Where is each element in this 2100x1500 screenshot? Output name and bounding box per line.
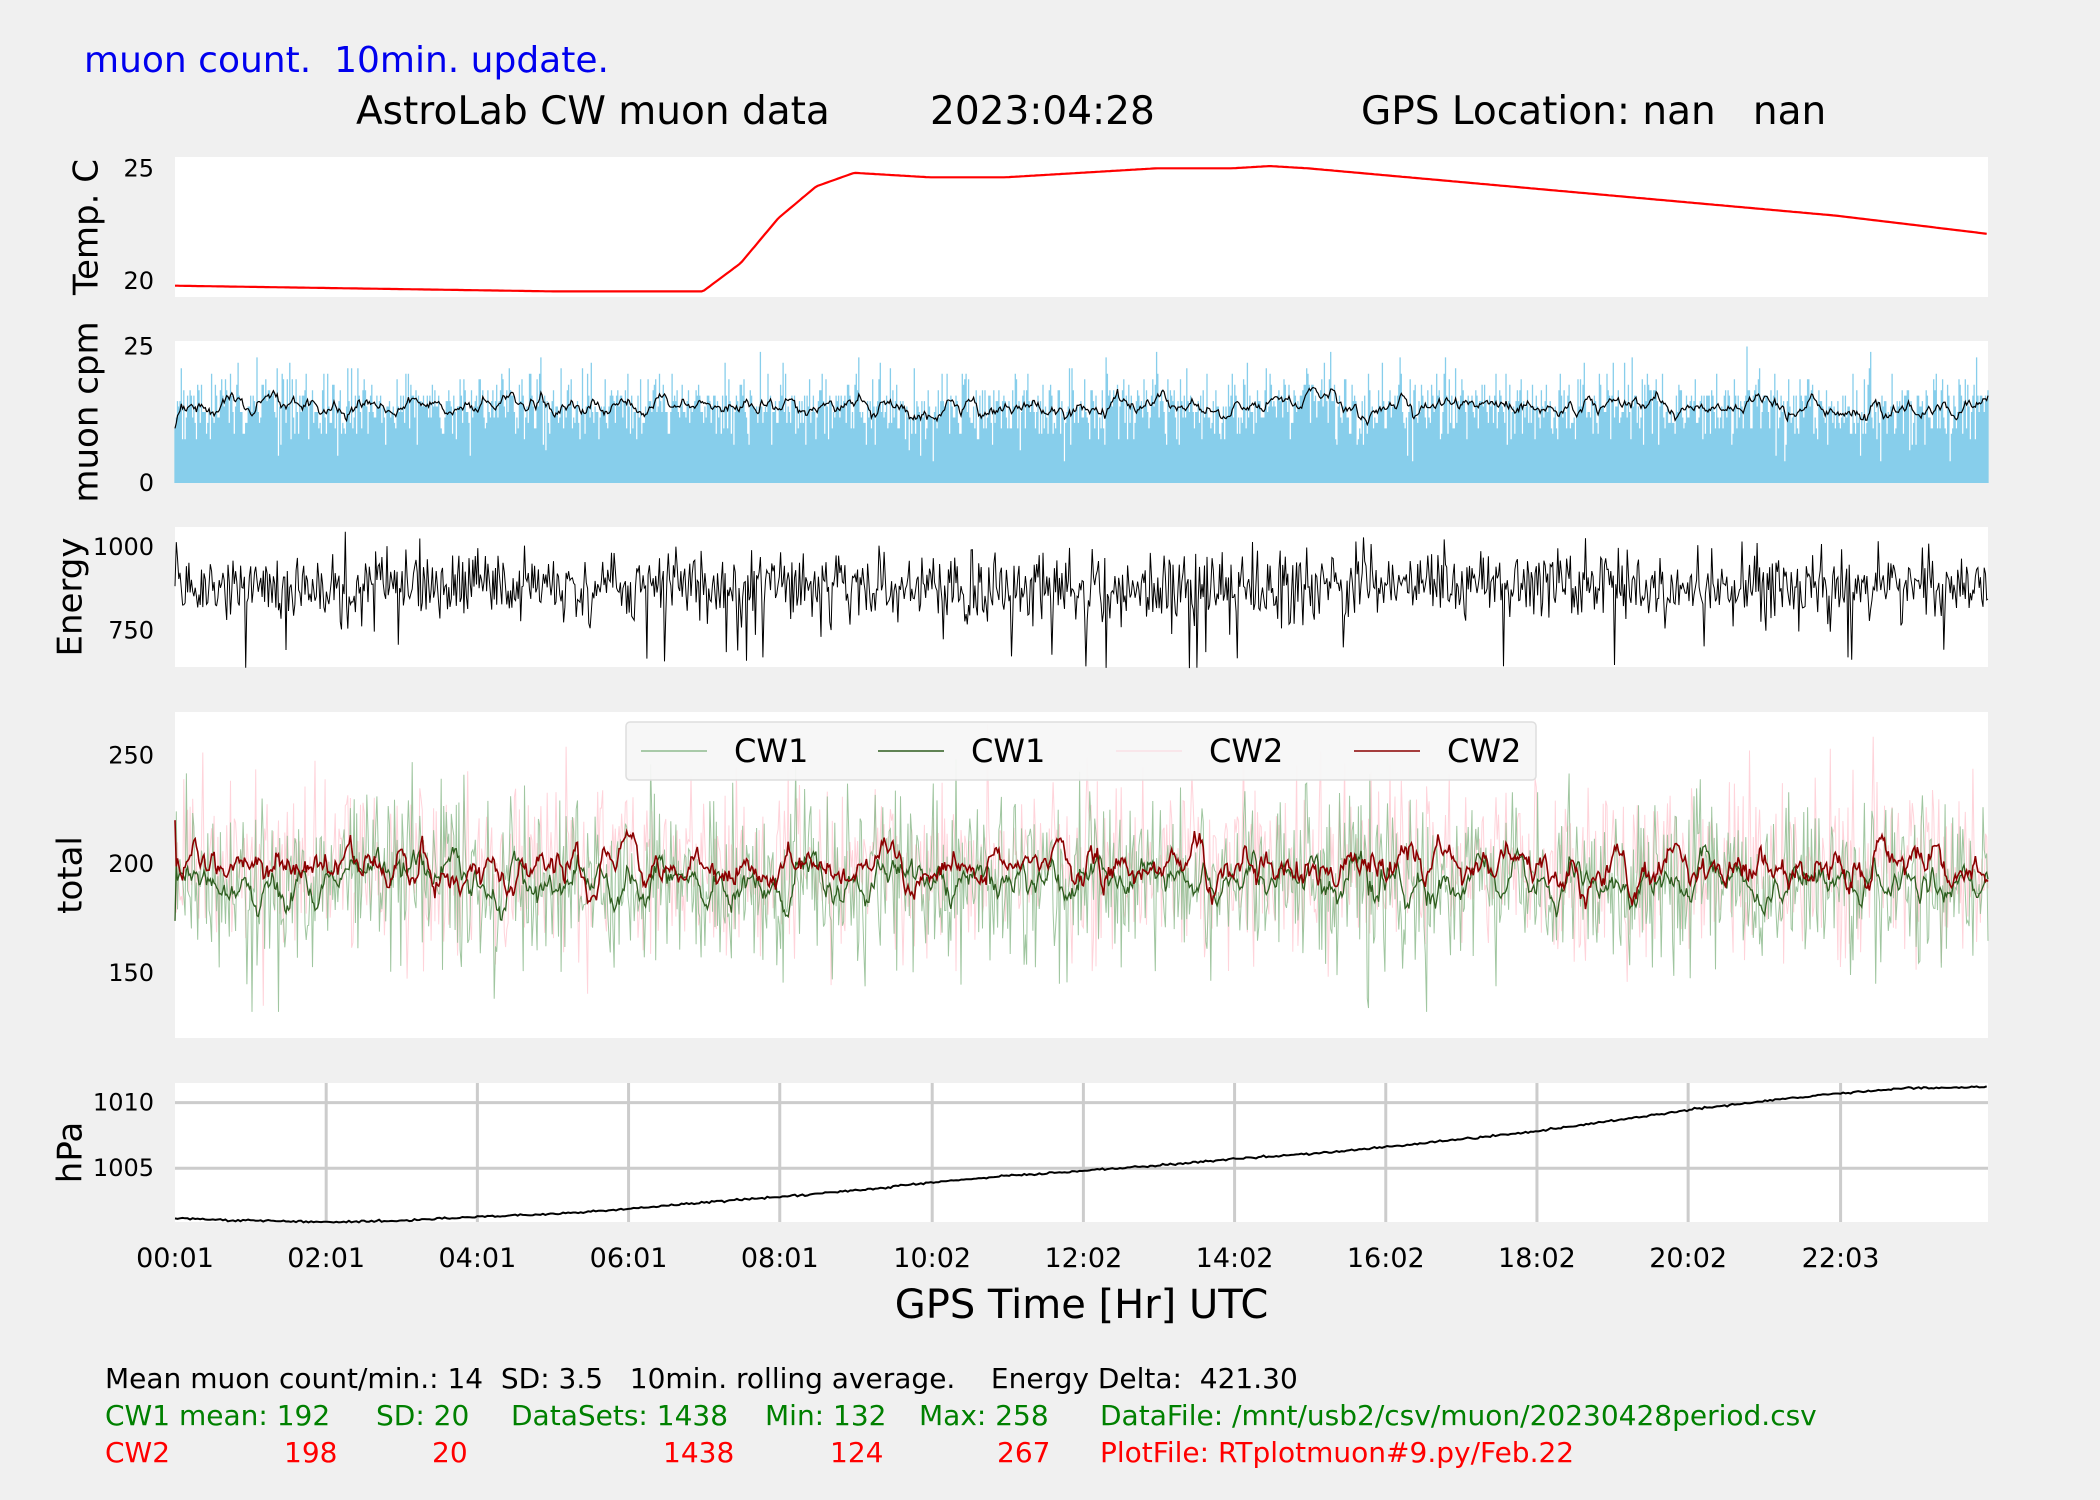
cw2-raw-line <box>174 724 1989 1006</box>
panel-1-ylabel: muon cpm <box>67 321 107 502</box>
x-tick-label: 06:01 <box>590 1243 668 1274</box>
x-tick-label: 04:01 <box>438 1243 516 1274</box>
panel-2-ytick: 750 <box>108 616 154 644</box>
legend-label: CW2 <box>1209 732 1283 770</box>
cw2-sd: 20 <box>432 1436 468 1469</box>
chart-title: AstroLab CW muon data <box>356 89 830 134</box>
panel-1-ytick: 0 <box>139 469 154 497</box>
cw2-average-line <box>174 820 1989 910</box>
legend-label: CW1 <box>734 732 808 770</box>
chart-date: 2023:04:28 <box>930 89 1155 134</box>
cw1-raw-line <box>174 759 1989 1012</box>
x-tick-label: 20:02 <box>1649 1243 1727 1274</box>
x-tick-label: 08:01 <box>741 1243 819 1274</box>
panel-0-ytick: 20 <box>123 267 154 295</box>
x-tick-label: 10:02 <box>893 1243 971 1274</box>
panel-4-ylabel: hPa <box>51 1122 91 1183</box>
panel-2-ytick: 1000 <box>93 533 154 561</box>
panel-3-ylabel: total <box>51 836 91 914</box>
stats-line-muon: Mean muon count/min.: 14 SD: 3.5 10min. … <box>105 1362 1298 1395</box>
cw1-average-line <box>174 843 1989 921</box>
cw2-max: 267 <box>997 1436 1051 1469</box>
panel-4-ytick: 1010 <box>93 1089 154 1117</box>
panel-4-ytick: 1005 <box>93 1154 154 1182</box>
pressure-line <box>174 1085 1988 1224</box>
gps-location: GPS Location: nan nan <box>1361 89 1827 134</box>
data-file: DataFile: /mnt/usb2/csv/muon/20230428per… <box>1100 1399 1817 1432</box>
panel-3-ytick: 250 <box>108 741 154 769</box>
cw1-sd: SD: 20 <box>376 1399 470 1432</box>
panel-3-ytick: 200 <box>108 850 154 878</box>
cw1-max: Max: 258 <box>919 1399 1049 1432</box>
panel-0-ylabel: Temp. C <box>67 159 107 296</box>
panel-2-ylabel: Energy <box>51 537 91 656</box>
x-tick-label: 16:02 <box>1347 1243 1425 1274</box>
x-tick-label: 12:02 <box>1044 1243 1122 1274</box>
muon-cpm-rolling-average <box>174 386 1989 429</box>
panel-3-ytick: 150 <box>108 959 154 987</box>
legend-label: CW2 <box>1447 732 1521 770</box>
panel-0-face <box>175 157 1988 297</box>
temperature-line <box>175 165 1987 293</box>
legend-box <box>625 721 1537 781</box>
panel-1-ytick: 25 <box>123 332 154 360</box>
chart-subtitle: muon count. 10min. update. <box>84 40 609 81</box>
panel-2-face <box>175 527 1988 667</box>
plot-file: PlotFile: RTplotmuon#9.py/Feb.22 <box>1100 1436 1575 1469</box>
x-axis-label: GPS Time [Hr] UTC <box>895 1282 1269 1328</box>
x-tick-label: 22:03 <box>1802 1243 1880 1274</box>
x-tick-label: 00:01 <box>136 1243 214 1274</box>
cw2-min: 124 <box>830 1436 884 1469</box>
x-tick-label: 18:02 <box>1498 1243 1576 1274</box>
legend-label: CW1 <box>971 732 1045 770</box>
cw1-min: Min: 132 <box>765 1399 887 1432</box>
x-tick-label: 02:01 <box>287 1243 365 1274</box>
cw2-mean: 198 <box>284 1436 338 1469</box>
energy-line <box>174 531 1989 669</box>
muon-cpm-bars <box>174 346 1989 483</box>
panel-0-ytick: 25 <box>123 154 154 182</box>
x-tick-label: 14:02 <box>1196 1243 1274 1274</box>
cw1-mean: CW1 mean: 192 <box>105 1399 331 1432</box>
cw2-label: CW2 <box>105 1436 171 1469</box>
cw2-datasets: 1438 <box>663 1436 735 1469</box>
cw1-datasets: DataSets: 1438 <box>511 1399 729 1432</box>
